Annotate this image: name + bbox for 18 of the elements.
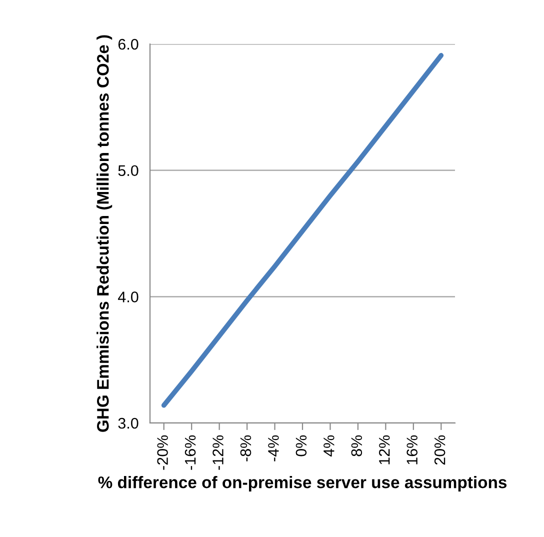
y-tick-label: 4.0 (118, 292, 138, 302)
y-tick-label: 6.0 (118, 38, 138, 50)
y-axis-title: GHG Emmisions Redcution (Million tonnes CO2e ) (96, 35, 112, 432)
x-tick-label: 20% (434, 435, 446, 465)
x-tick-label: 0% (296, 435, 307, 456)
x-tick-label: -12% (212, 435, 224, 470)
x-tick-label: -8% (240, 435, 252, 462)
x-tick-label: -20% (157, 435, 168, 470)
x-tick-label: -16% (184, 435, 196, 470)
x-tick-label: 12% (378, 435, 390, 464)
line-series (161, 52, 444, 408)
x-axis-title: % difference of on-premise server use assumptions (98, 476, 507, 492)
x-tick-label: 8% (351, 435, 362, 456)
y-tick-label: 5.0 (118, 165, 138, 176)
x-tick-label: 16% (406, 435, 418, 464)
x-tick-label: 4% (324, 435, 334, 457)
y-tick-label: 3.0 (118, 418, 138, 429)
x-tick-label: -4% (268, 435, 279, 462)
